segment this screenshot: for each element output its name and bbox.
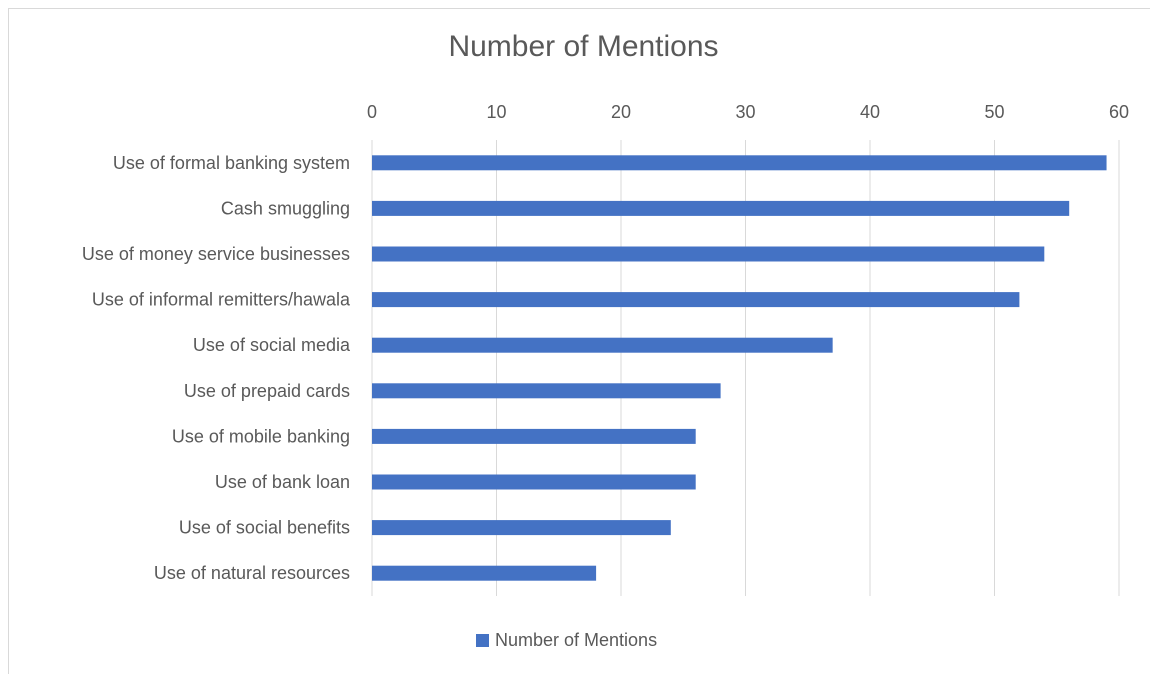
- bar: [372, 565, 597, 581]
- category-label: Use of informal remitters/hawala: [92, 290, 351, 310]
- category-label: Use of social media: [193, 335, 351, 355]
- x-tick-label: 10: [486, 102, 506, 122]
- bar: [372, 155, 1107, 171]
- category-label: Use of prepaid cards: [184, 381, 350, 401]
- x-tick-label: 50: [984, 102, 1004, 122]
- legend-swatch: [476, 634, 489, 647]
- bar: [372, 474, 696, 490]
- legend: Number of Mentions: [476, 630, 657, 651]
- category-label: Use of mobile banking: [172, 426, 350, 446]
- bar: [372, 383, 721, 399]
- category-label: Use of bank loan: [215, 472, 350, 492]
- legend-label: Number of Mentions: [495, 630, 658, 650]
- x-tick-label: 20: [611, 102, 631, 122]
- x-tick-labels: 0 10 20 30 40 50 60: [367, 102, 1129, 122]
- x-tick-label: 30: [735, 102, 755, 122]
- bars: [372, 155, 1107, 581]
- x-tick-label: 60: [1109, 102, 1129, 122]
- bar: [372, 246, 1045, 262]
- x-tick-label: 0: [367, 102, 377, 122]
- bar: [372, 200, 1070, 216]
- category-label: Use of natural resources: [154, 563, 350, 583]
- chart-title: Number of Mentions: [448, 30, 719, 63]
- x-tick-label: 40: [860, 102, 880, 122]
- category-label: Use of formal banking system: [113, 153, 350, 173]
- category-labels: Use of formal banking system Cash smuggli…: [82, 153, 351, 583]
- gridlines: [371, 140, 1120, 596]
- category-label: Cash smuggling: [221, 198, 350, 218]
- bar: [372, 292, 1020, 308]
- category-label: Use of money service businesses: [82, 244, 350, 264]
- bar: [372, 520, 671, 536]
- category-label: Use of social benefits: [179, 518, 350, 538]
- bar: [372, 428, 696, 444]
- bar: [372, 337, 833, 353]
